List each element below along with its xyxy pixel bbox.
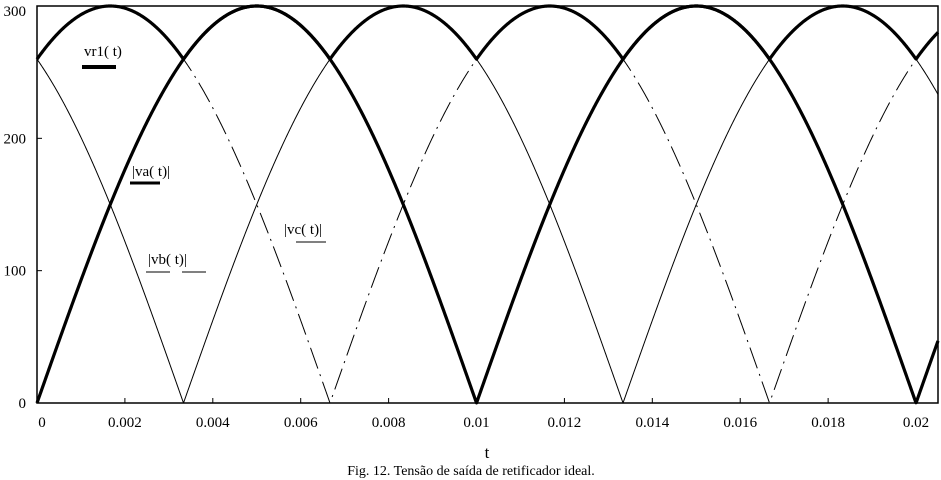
x-tick-label: 0.018 [811, 415, 845, 431]
x-tick-label: 0.008 [372, 415, 406, 431]
x-axis-label: t [485, 443, 490, 462]
plot-frame [36, 5, 939, 404]
x-tick-label: 0.002 [108, 415, 142, 431]
axis-ticks: 0 0.002 0.004 0.006 0.008 0.01 0.012 0.014 0.016… [4, 4, 930, 431]
legend-label-vr1: vr1( t) [84, 44, 122, 60]
x-tick-label: 0 [38, 415, 46, 431]
x-tick-label: 0.012 [548, 415, 582, 431]
figure-caption: Fig. 12. Tensão de saída de retificador … [347, 464, 595, 479]
x-tick-label: 0.02 [903, 415, 929, 431]
series-layer [35, 4, 940, 405]
x-tick-label: 0.014 [635, 415, 669, 431]
x-tick-label: 0.01 [463, 415, 489, 431]
x-tick-label: 0.006 [284, 415, 318, 431]
legend-label-va: |va( t)| [132, 164, 170, 180]
series-line-vr1t [35, 4, 940, 61]
y-tick-label: 0 [19, 396, 27, 412]
x-tick-label: 0.004 [196, 415, 230, 431]
y-tick-label: 100 [4, 264, 27, 280]
legend-label-vc: |vc( t)| [284, 222, 322, 238]
series-line-vbt [36, 5, 939, 404]
y-tick-label: 200 [4, 131, 27, 147]
x-tick-label: 0.016 [723, 415, 757, 431]
series-line-vct [36, 5, 939, 403]
legend: vr1( t) |va( t)| |vb( t)| |vc( t)| [82, 44, 326, 273]
series-line-vat [35, 4, 940, 405]
legend-label-vb: |vb( t)| [148, 252, 187, 268]
y-tick-label: 300 [4, 4, 27, 20]
